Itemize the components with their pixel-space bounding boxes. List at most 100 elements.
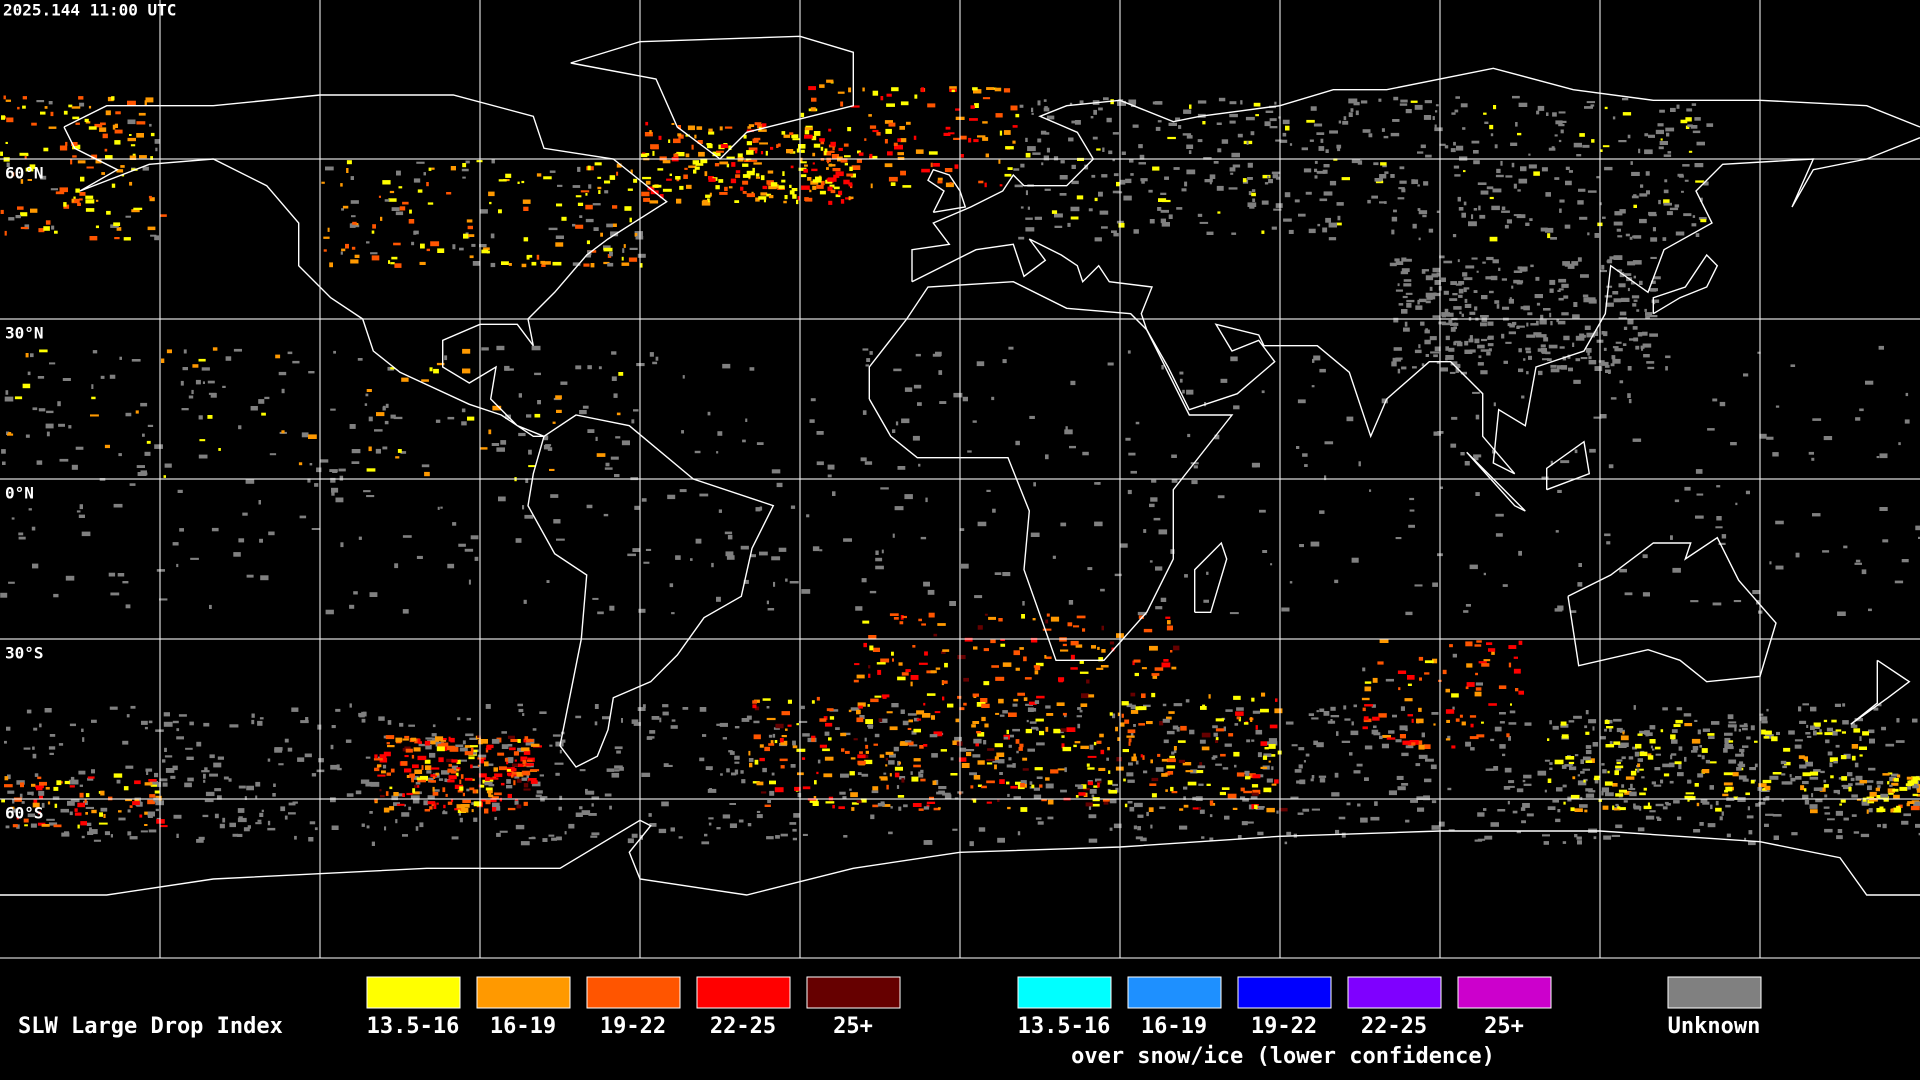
cloud-pixel xyxy=(1460,452,1465,456)
cloud-pixel xyxy=(1646,732,1653,736)
cloud-pixel xyxy=(1262,550,1268,553)
cloud-pixel xyxy=(1727,714,1734,720)
cloud-pixel xyxy=(115,111,121,115)
cloud-pixel xyxy=(188,395,194,399)
cloud-pixel xyxy=(1660,138,1663,141)
cloud-pixel xyxy=(610,456,619,460)
cloud-pixel xyxy=(1445,355,1454,360)
cloud-pixel xyxy=(1033,708,1037,712)
cloud-pixel xyxy=(869,351,873,355)
cloud-pixel xyxy=(998,618,1003,622)
cloud-pixel xyxy=(390,414,396,419)
cloud-pixel xyxy=(742,191,747,194)
cloud-pixel xyxy=(913,758,921,762)
cloud-pixel xyxy=(1624,791,1632,795)
cloud-pixel xyxy=(1215,728,1225,732)
cloud-pixel xyxy=(970,105,975,109)
cloud-pixel xyxy=(1200,706,1207,710)
cloud-pixel xyxy=(1912,718,1918,723)
cloud-pixel xyxy=(164,463,172,468)
cloud-pixel xyxy=(127,831,132,836)
cloud-pixel xyxy=(1121,713,1124,718)
cloud-pixel xyxy=(900,101,909,106)
cloud-pixel xyxy=(1433,723,1436,726)
cloud-pixel xyxy=(1474,644,1482,647)
cloud-pixel xyxy=(1443,260,1453,264)
cloud-pixel xyxy=(1917,777,1920,781)
cloud-pixel xyxy=(875,557,883,562)
cloud-pixel xyxy=(1364,681,1372,684)
cloud-pixel xyxy=(65,575,75,581)
cloud-pixel xyxy=(629,217,632,223)
cloud-pixel xyxy=(762,185,768,190)
cloud-pixel xyxy=(685,153,690,158)
cloud-pixel xyxy=(418,743,426,747)
cloud-pixel xyxy=(1463,610,1469,613)
cloud-pixel xyxy=(853,738,858,741)
cloud-pixel xyxy=(443,804,446,809)
cloud-pixel xyxy=(997,798,1000,802)
cloud-pixel xyxy=(1702,728,1710,732)
cloud-pixel xyxy=(147,226,156,231)
cloud-pixel xyxy=(1601,763,1605,766)
cloud-pixel xyxy=(1678,764,1682,770)
cloud-pixel xyxy=(198,454,208,459)
cloud-pixel xyxy=(663,763,669,767)
cloud-pixel xyxy=(1540,227,1548,232)
cloud-pixel xyxy=(1461,721,1466,726)
cloud-pixel xyxy=(137,472,147,476)
cloud-pixel xyxy=(982,121,988,124)
cloud-pixel xyxy=(85,793,90,798)
cloud-pixel xyxy=(1588,719,1597,724)
cloud-pixel xyxy=(1462,272,1468,277)
cloud-pixel xyxy=(1582,144,1590,148)
cloud-pixel xyxy=(17,206,24,210)
cloud-pixel xyxy=(5,390,9,395)
cloud-pixel xyxy=(673,153,679,158)
cloud-pixel xyxy=(1825,739,1830,744)
cloud-pixel xyxy=(893,746,899,752)
cloud-pixel xyxy=(34,773,39,777)
legend-label: 16-19 xyxy=(490,1014,556,1039)
cloud-pixel xyxy=(1666,211,1673,216)
cloud-pixel xyxy=(772,733,776,738)
cloud-pixel xyxy=(1547,233,1551,239)
cloud-pixel xyxy=(1552,725,1559,730)
cloud-pixel xyxy=(437,248,445,253)
cloud-pixel xyxy=(1742,778,1749,782)
cloud-pixel xyxy=(645,180,651,185)
cloud-pixel xyxy=(1918,832,1920,836)
cloud-pixel xyxy=(1530,323,1538,326)
cloud-pixel xyxy=(79,102,85,107)
cloud-pixel xyxy=(1199,221,1209,224)
cloud-pixel xyxy=(837,91,845,94)
cloud-pixel xyxy=(1250,717,1253,722)
cloud-pixel xyxy=(417,778,426,783)
cloud-pixel xyxy=(740,186,744,191)
cloud-pixel xyxy=(1662,707,1668,711)
cloud-pixel xyxy=(827,474,832,478)
cloud-pixel xyxy=(1579,804,1588,808)
cloud-pixel xyxy=(1736,766,1742,771)
cloud-pixel xyxy=(1109,641,1115,645)
cloud-pixel xyxy=(995,113,1003,118)
cloud-pixel xyxy=(1518,550,1522,556)
cloud-pixel xyxy=(881,694,890,698)
cloud-pixel xyxy=(255,795,258,799)
cloud-pixel xyxy=(872,90,879,96)
cloud-pixel xyxy=(1552,112,1557,117)
cloud-pixel xyxy=(1570,763,1574,766)
cloud-pixel xyxy=(1442,669,1447,675)
cloud-pixel xyxy=(942,696,945,701)
cloud-pixel xyxy=(1552,799,1559,803)
cloud-pixel xyxy=(1,799,5,803)
cloud-pixel xyxy=(129,805,133,808)
cloud-pixel xyxy=(1294,199,1300,203)
cloud-pixel xyxy=(1383,135,1389,139)
cloud-pixel xyxy=(379,757,388,763)
cloud-pixel xyxy=(144,824,148,826)
cloud-pixel xyxy=(1764,734,1774,739)
cloud-pixel xyxy=(1030,637,1038,643)
cloud-pixel xyxy=(1423,115,1432,120)
cloud-pixel xyxy=(1898,804,1903,808)
